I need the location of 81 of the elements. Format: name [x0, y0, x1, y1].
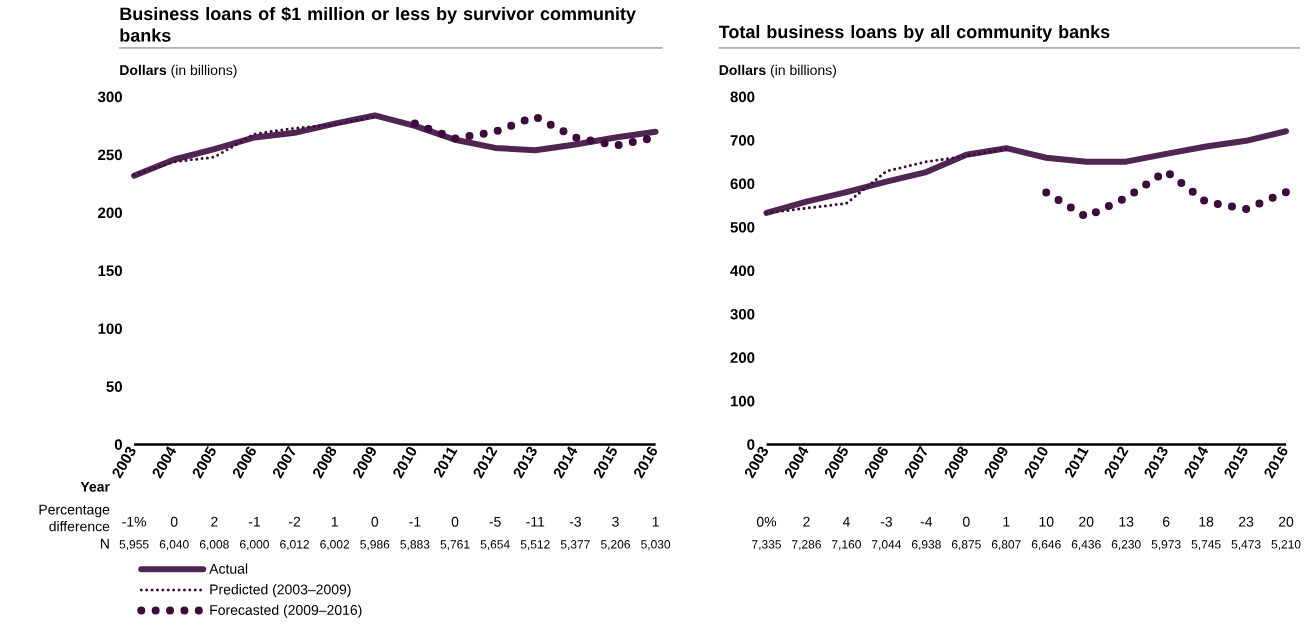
text: 5,654 [480, 539, 510, 550]
text: 6,646 [1031, 539, 1061, 550]
line-series [132, 114, 377, 176]
text: -5 [489, 516, 501, 527]
text: -11 [526, 516, 545, 527]
text: 6,000 [240, 539, 269, 550]
y-tick-label: 800 [730, 91, 755, 102]
text: -1 [248, 516, 260, 527]
text: 3 [612, 516, 619, 527]
text: 6,807 [991, 539, 1021, 550]
text: 0 [962, 516, 970, 527]
text: 6,040 [159, 539, 189, 550]
text: 13 [1119, 516, 1134, 527]
text: 10 [1039, 516, 1054, 527]
text: 6,012 [280, 539, 309, 550]
y-tick-label: 150 [98, 265, 122, 276]
text: -1 [409, 516, 421, 527]
text: 20 [1079, 516, 1094, 527]
text: 5,883 [400, 539, 430, 550]
text: 23 [1238, 516, 1254, 527]
text: -4 [920, 516, 933, 527]
text: 20 [1278, 516, 1294, 527]
text: -3 [569, 516, 581, 527]
y-tick-label: 400 [730, 265, 755, 276]
text: 1 [1003, 516, 1010, 527]
text: 0 [371, 516, 379, 527]
text: 18 [1199, 516, 1214, 527]
text: N [100, 538, 109, 549]
text: 2 [211, 516, 218, 527]
text: 1 [331, 516, 338, 527]
text: 7,160 [832, 539, 861, 550]
text: 6 [1162, 516, 1170, 527]
text: 7,286 [792, 539, 821, 550]
text: 5,973 [1151, 539, 1181, 550]
text: 5,210 [1271, 539, 1301, 550]
y-tick-label: 600 [730, 178, 755, 189]
text: 5,030 [641, 539, 671, 550]
text: 4 [842, 516, 850, 527]
text: 5,473 [1231, 539, 1261, 550]
text: 5,745 [1191, 540, 1221, 550]
y-tick-label: 250 [98, 149, 122, 160]
text: 5,206 [600, 539, 630, 550]
y-tick-label: 100 [98, 323, 122, 334]
chart-title: Business loans of $1 million or less by survivor community banks [120, 6, 636, 42]
text: 5,986 [360, 539, 390, 550]
legend-label: Forecasted (2009–2016) [210, 604, 362, 618]
text: 7,044 [872, 539, 902, 550]
legend-label: Actual [209, 563, 248, 574]
text: 0 [451, 516, 459, 527]
y-axis-title: Dollars (in billions) [719, 64, 836, 78]
text: 6,938 [911, 539, 941, 550]
text: -2 [288, 516, 301, 527]
text: 6,875 [951, 539, 981, 550]
text: 0 [170, 516, 178, 527]
text: 5,761 [440, 539, 470, 550]
text: 5,377 [560, 539, 590, 550]
text: 6,008 [199, 539, 229, 550]
text: 6,230 [1111, 539, 1141, 550]
text: 0% [756, 516, 777, 527]
text: Year [80, 481, 110, 492]
text: 7,335 [752, 539, 781, 550]
y-tick-label: 100 [730, 395, 755, 407]
text: 1 [652, 516, 659, 527]
y-tick-label: 500 [730, 221, 755, 233]
text: 2 [803, 516, 810, 527]
legend-label: Predicted (2003–2009) [210, 583, 351, 597]
y-tick-label: 50 [106, 381, 122, 392]
chart-title: Total business loans by all community banks [718, 24, 1110, 42]
text: -3 [880, 516, 892, 527]
text: Percentage difference [39, 504, 110, 532]
text: 6,436 [1071, 539, 1101, 550]
y-tick-label: 300 [97, 91, 122, 103]
y-tick-label: 700 [730, 134, 755, 146]
y-tick-label: 200 [98, 207, 122, 218]
y-tick-label: 200 [730, 352, 755, 363]
y-tick-label: 300 [730, 308, 755, 320]
text: 5,955 [119, 539, 149, 550]
text: 5,512 [520, 539, 550, 550]
text: -1% [122, 516, 147, 527]
text: 6,002 [320, 539, 350, 550]
y-axis-title: Dollars (in billions) [120, 64, 237, 78]
